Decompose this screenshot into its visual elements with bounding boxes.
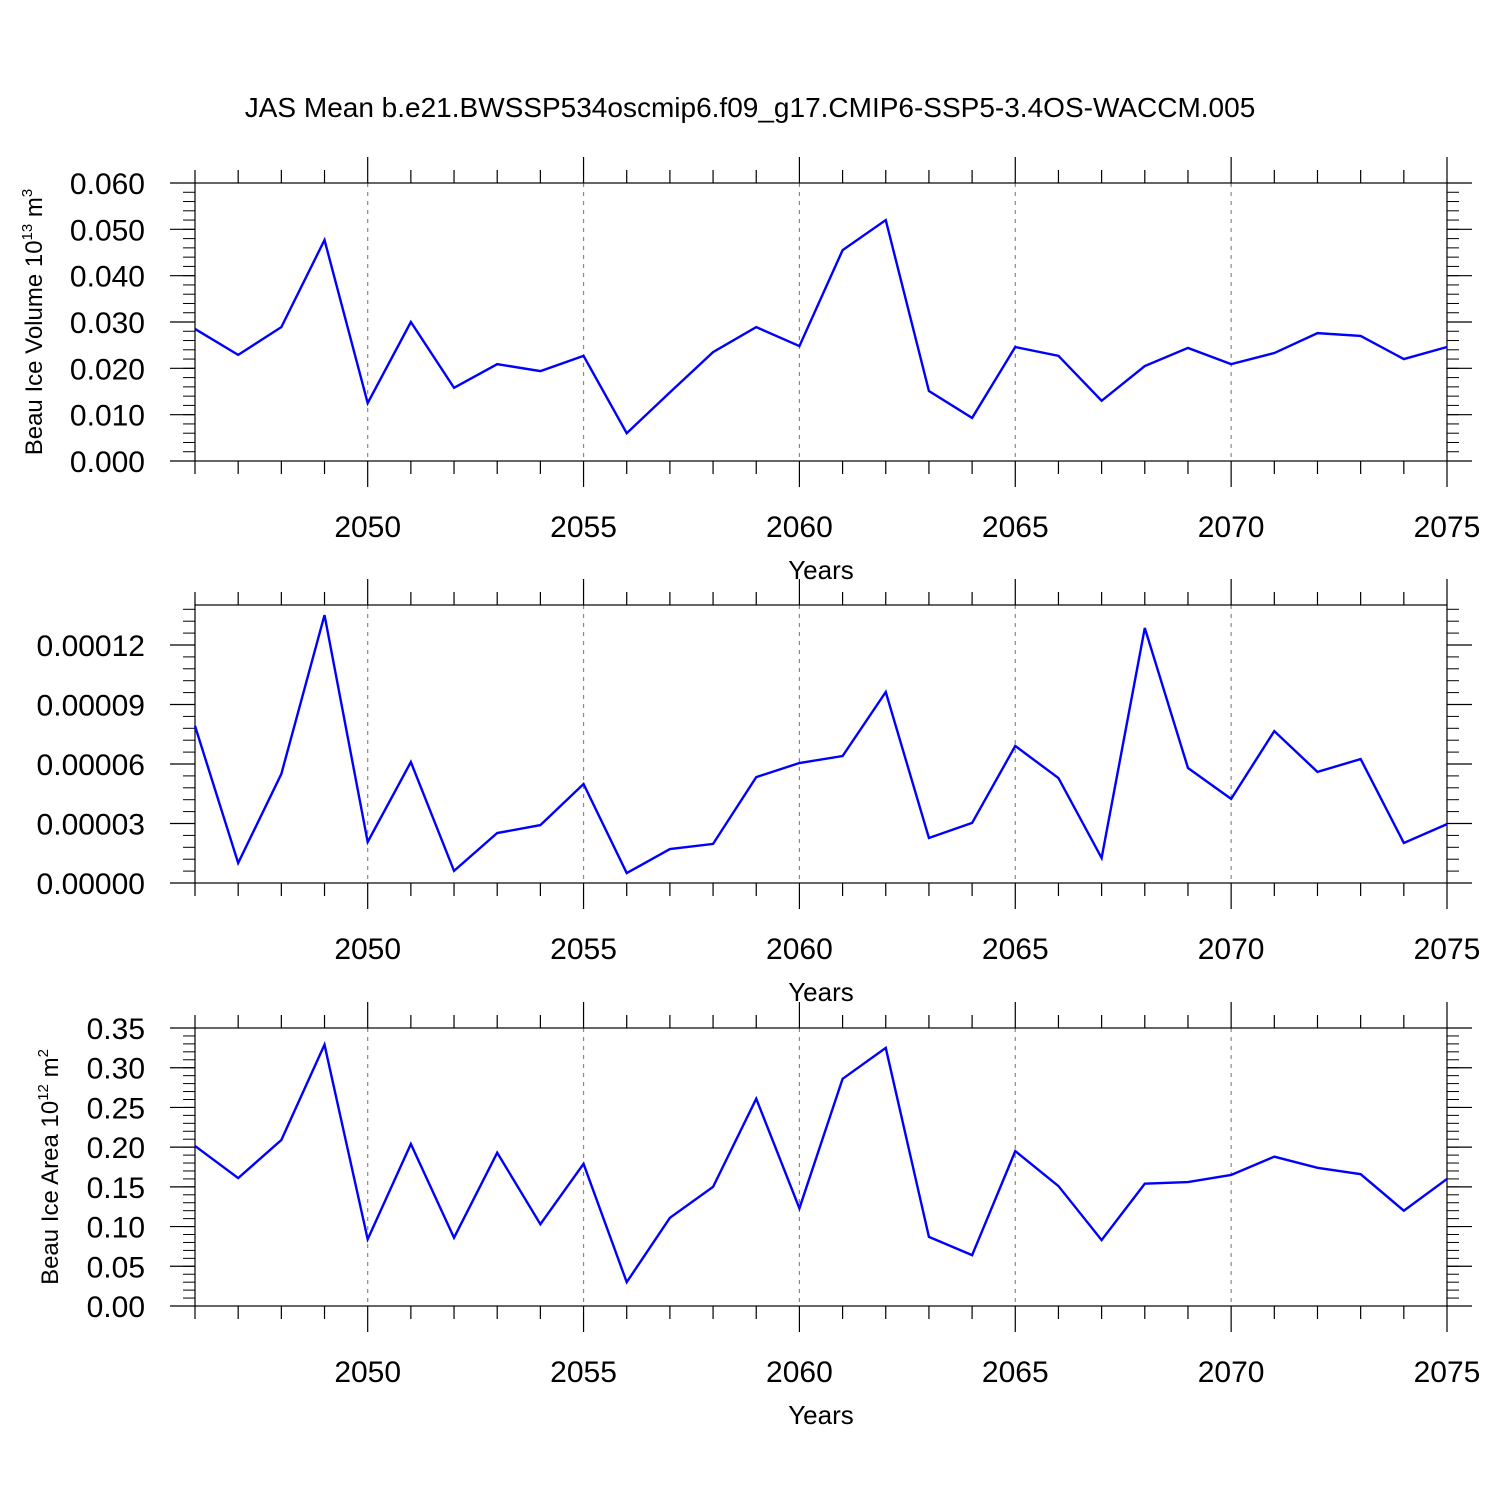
y-axis-label: Beau Ice Volume 1013 m3 — [19, 189, 48, 456]
y-tick-label: 0.040 — [70, 261, 145, 294]
y-tick-label: 0.000 — [70, 446, 145, 479]
x-tick-label: 2075 — [1414, 511, 1481, 544]
panel-2: 2050 2055 2060 2065 2070 2075 0.00000 0.00003 0.… — [0, 579, 1480, 1007]
x-tick-label: 2055 — [550, 1356, 617, 1389]
y-axis-label: Beau Snow Volume 1013 m3 — [0, 597, 4, 892]
y-tick-label: 0.15 — [87, 1172, 145, 1205]
x-tick-label: 2055 — [550, 933, 617, 966]
x-tick-label: 2070 — [1198, 933, 1265, 966]
data-line — [193, 614, 1448, 875]
y-tick-label: 0.060 — [70, 168, 145, 201]
data-line — [194, 218, 1448, 436]
x-tick-label: 2050 — [334, 1356, 401, 1389]
y-axis-label-text: m — [21, 197, 48, 224]
x-tick-label: 2075 — [1414, 1356, 1481, 1389]
y-tick-label: 0.25 — [87, 1092, 145, 1125]
x-tick-label: 2065 — [982, 933, 1049, 966]
plot-frame — [194, 1027, 1448, 1307]
x-axis-label: Years — [788, 1400, 854, 1430]
x-tick-label: 2055 — [550, 511, 617, 544]
y-axis-label-text: Beau Ice Area 10 — [37, 1101, 64, 1285]
y-tick-label: 0.00003 — [37, 809, 145, 842]
x-tick-label: 2065 — [982, 511, 1049, 544]
y-axis-label-text: Beau Snow Volume 10 — [0, 648, 4, 891]
x-tick-label: 2060 — [766, 1356, 833, 1389]
y-tick-label: 0.00009 — [37, 690, 145, 723]
y-axis-label-text: Beau Ice Volume 10 — [21, 240, 48, 455]
x-tick-label: 2075 — [1414, 933, 1481, 966]
y-tick-label: 0.010 — [70, 400, 145, 433]
x-tick-label: 2070 — [1198, 1356, 1265, 1389]
x-tick-label: 2060 — [766, 933, 833, 966]
x-tick-label: 2060 — [766, 511, 833, 544]
y-axis-label-superscript: 12 — [35, 1084, 52, 1101]
y-axis-label-superscript: 2 — [35, 1049, 52, 1057]
y-tick-label: 0.00012 — [37, 630, 145, 663]
x-tick-label: 2065 — [982, 1356, 1049, 1389]
x-tick-label: 2050 — [334, 511, 401, 544]
x-tick-label: 2050 — [334, 933, 401, 966]
y-tick-label: 0.00006 — [37, 749, 145, 782]
y-axis-label-text: m — [37, 1057, 64, 1084]
y-tick-label: 0.30 — [87, 1053, 145, 1086]
x-axis-label: Years — [788, 555, 854, 585]
y-tick-label: 0.050 — [70, 214, 145, 247]
y-tick-label: 0.00000 — [37, 868, 145, 901]
y-tick-label: 0.35 — [87, 1013, 145, 1046]
data-line — [194, 1040, 1448, 1285]
plot-frame — [194, 182, 1448, 462]
y-axis-label: Beau Ice Area 1012 m2 — [35, 1049, 64, 1285]
y-tick-label: 0.10 — [87, 1212, 145, 1245]
y-tick-label: 0.05 — [87, 1251, 145, 1284]
y-tick-label: 0.030 — [70, 307, 145, 340]
x-axis-label: Years — [788, 977, 854, 1007]
x-tick-label: 2070 — [1198, 511, 1265, 544]
plot-frame — [194, 604, 1448, 884]
y-axis-label-superscript: 13 — [19, 224, 36, 241]
chart-title: JAS Mean b.e21.BWSSP534oscmip6.f09_g17.C… — [244, 92, 1256, 123]
y-axis-label-text: m — [0, 605, 4, 632]
panel-3: 2050 2055 2060 2065 2070 2075 0.00 0.05 0.10 0.15… — [35, 1002, 1480, 1430]
y-tick-label: 0.020 — [70, 353, 145, 386]
y-tick-label: 0.20 — [87, 1132, 145, 1165]
y-tick-label: 0.00 — [87, 1291, 145, 1324]
y-axis-label-superscript: 3 — [19, 189, 36, 197]
panel-1: 2050 2055 2060 2065 2070 2075 0.000 0.010 0.020 0… — [19, 157, 1480, 585]
